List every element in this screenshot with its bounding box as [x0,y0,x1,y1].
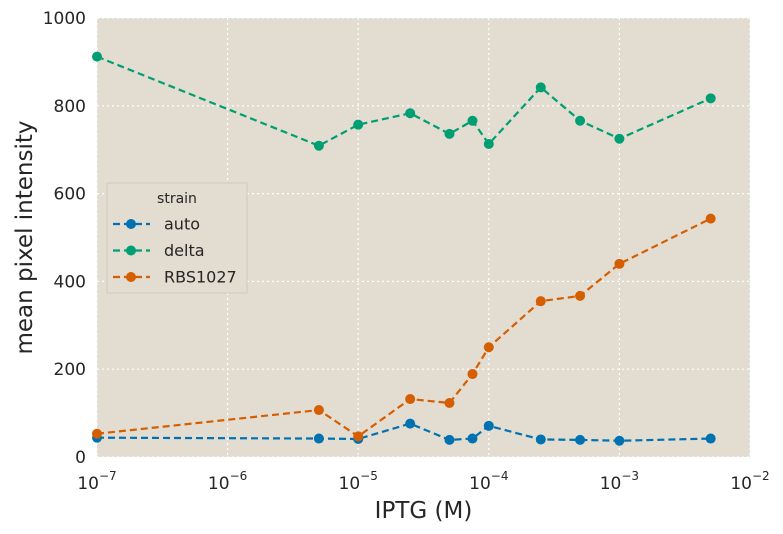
data-point [483,138,494,149]
x-tick-label: 10−5 [339,469,378,494]
data-point [705,93,716,104]
legend-entry: delta [113,241,205,260]
legend-entry: RBS1027 [113,268,237,287]
y-axis-ticks: 0 200 400 600 800 1000 [43,9,86,468]
data-point [614,258,625,269]
series-layer [92,51,716,446]
data-point [353,431,364,442]
data-point [535,296,546,307]
data-point [313,405,324,416]
data-point [483,420,494,431]
y-tick-label: 200 [54,360,86,380]
data-point [467,115,478,126]
x-tick-label: 10−2 [730,469,769,494]
x-tick-label: 10−4 [469,469,508,494]
data-point [405,418,416,429]
data-point [405,394,416,405]
data-point [614,133,625,144]
y-tick-label: 800 [54,97,86,117]
x-tick-label: 10−6 [208,469,247,494]
data-point [535,434,546,445]
x-axis-ticks: 10−7 10−6 10−5 10−4 10−3 10−2 [77,469,769,494]
data-point [92,428,102,439]
data-point [313,140,324,151]
y-axis-label: mean pixel intensity [12,121,38,355]
x-axis-label: IPTG (M) [375,498,473,524]
data-point [614,435,625,446]
data-point [575,434,586,445]
grid-lines [96,17,751,458]
legend-label: delta [164,241,205,260]
legend-marker [126,245,136,256]
data-point [483,342,494,353]
data-point [705,213,716,224]
data-point [92,51,102,62]
data-point [444,398,455,409]
series-RBS1027 [92,213,716,442]
data-point [705,433,716,444]
series-auto [92,418,716,446]
data-point [313,433,324,444]
x-tick-label: 10−3 [600,469,639,494]
y-tick-label: 400 [54,272,86,292]
data-point [353,119,364,130]
legend-marker [126,219,136,229]
legend-label: auto [164,215,200,234]
y-tick-label: 1000 [43,9,86,29]
legend-entry: auto [113,215,200,234]
data-point [444,434,455,445]
x-tick-label: 10−7 [77,469,116,494]
legend-entries: auto delta RBS1027 [113,215,237,287]
legend: strain auto delta RBS1027 [106,182,248,294]
y-tick-label: 0 [75,448,86,468]
data-point [467,433,478,444]
legend-marker [126,272,136,282]
series-delta [92,51,716,151]
data-point [575,115,586,126]
y-tick-label: 600 [54,185,86,205]
data-point [535,82,546,93]
data-point [444,128,455,139]
legend-label: RBS1027 [164,268,237,287]
data-point [405,108,416,119]
legend-title: strain [157,191,197,207]
data-point [467,369,478,380]
data-point [575,290,586,301]
